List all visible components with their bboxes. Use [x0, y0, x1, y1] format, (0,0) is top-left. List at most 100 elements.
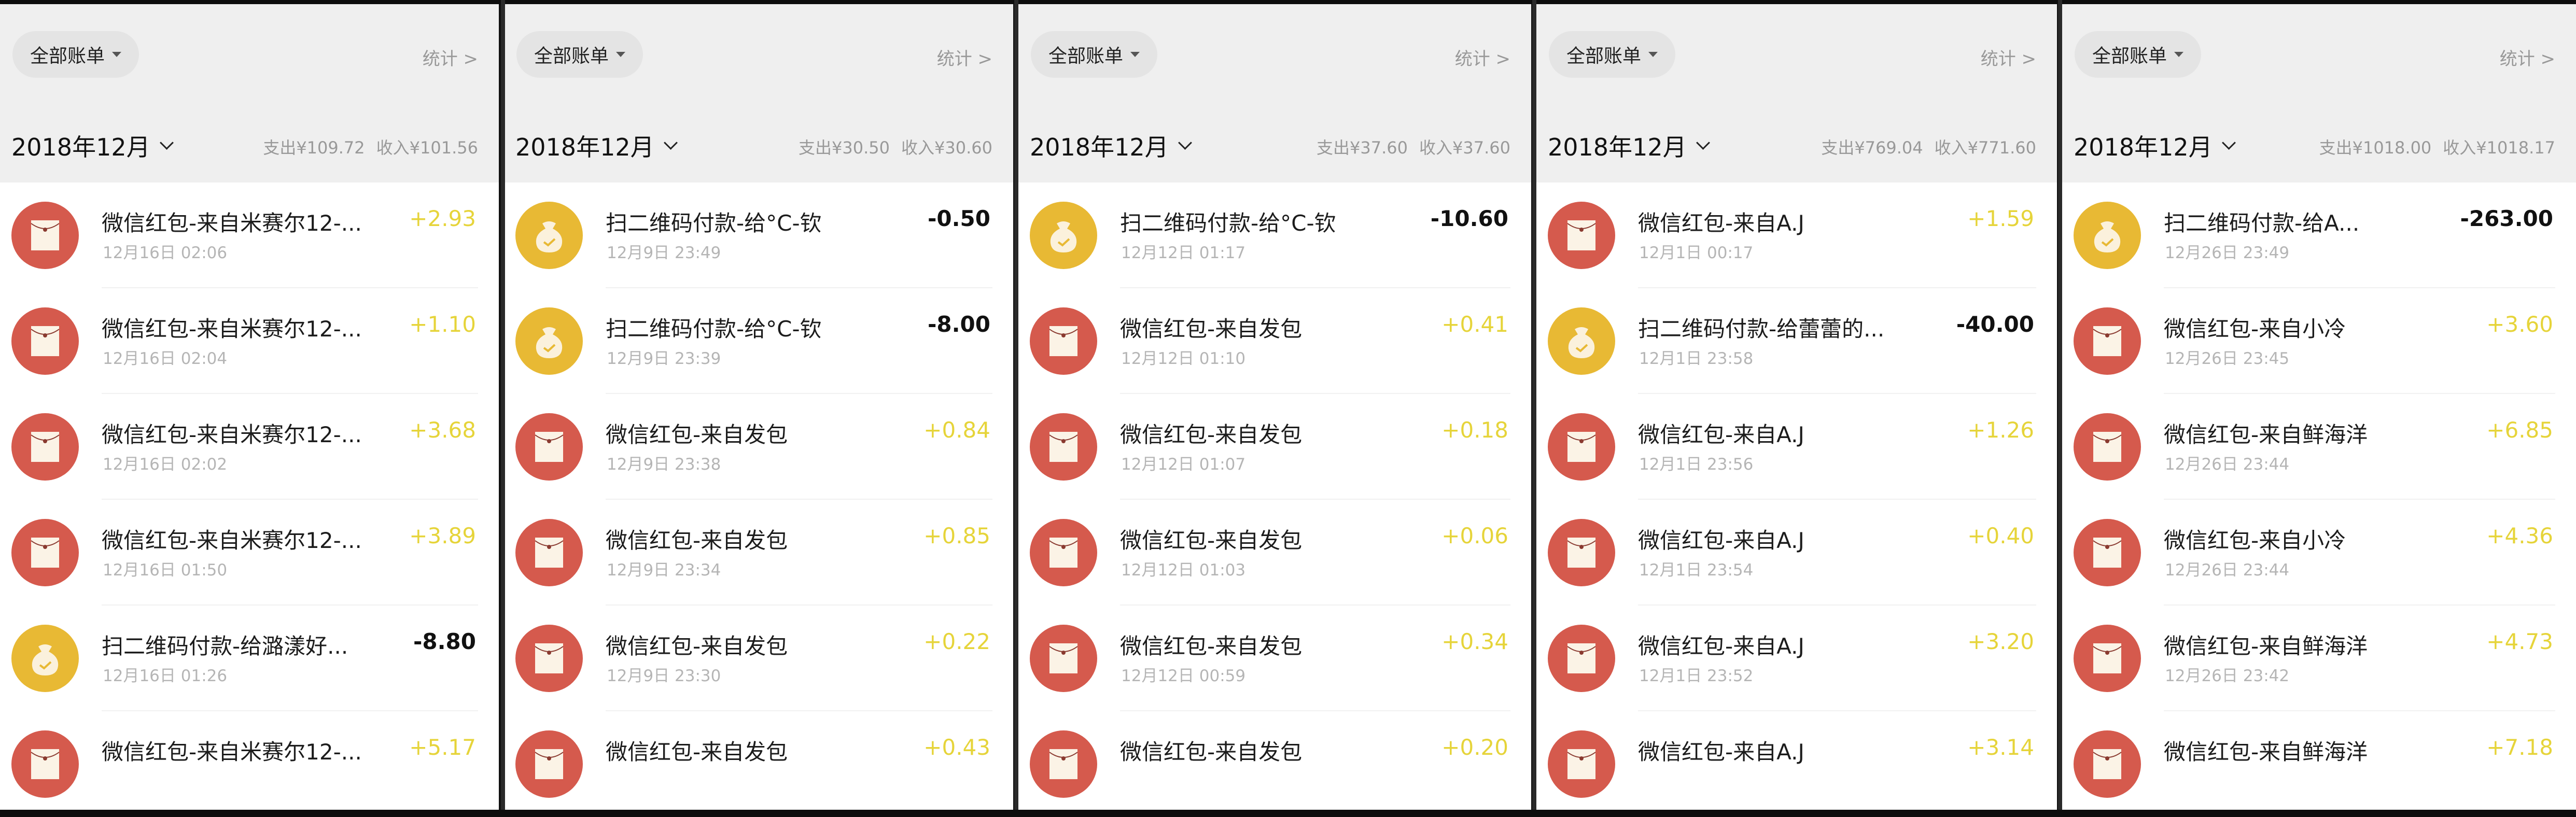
month-summary: 支出¥769.04 收入¥771.60	[1821, 135, 2036, 159]
month-summary: 支出¥37.60 收入¥37.60	[1317, 135, 1510, 159]
transaction-row[interactable]: 微信红包-来自A.J +3.14	[1536, 711, 2057, 817]
transaction-row[interactable]: 微信红包-来自米赛尔12-... 12月16日 01:50 +3.89	[0, 500, 499, 605]
red-envelope-icon	[1548, 202, 1615, 269]
transaction-title: 微信红包-来自小冷	[2164, 316, 2346, 342]
income-total: 收入¥771.60	[1934, 138, 2036, 158]
red-envelope-icon	[515, 625, 583, 692]
month-selector[interactable]: 2018年12月	[2074, 129, 2236, 163]
transaction-title: 扫二维码付款-给°C-钦	[606, 316, 822, 342]
money-bag-icon	[1548, 307, 1615, 375]
transaction-title: 微信红包-来自A.J	[1638, 422, 1804, 447]
red-envelope-icon	[2074, 730, 2141, 798]
transaction-amount: +0.84	[923, 417, 990, 443]
screen-separator	[1014, 0, 1018, 817]
all-bills-filter-button[interactable]: 全部账单	[516, 31, 643, 78]
statistics-link[interactable]: 统计 >	[936, 49, 992, 69]
transaction-row[interactable]: 扫二维码付款-给蕾蕾的... 12月1日 23:58 -40.00	[1536, 288, 2057, 394]
transaction-row[interactable]: 微信红包-来自米赛尔12-... +5.17	[0, 711, 499, 817]
transaction-row[interactable]: 扫二维码付款-给°C-钦 12月12日 01:17 -10.60	[1018, 182, 1531, 288]
transaction-row[interactable]: 微信红包-来自发包 12月9日 23:30 +0.22	[504, 605, 1013, 711]
row-divider	[1638, 604, 2036, 605]
statistics-link[interactable]: 统计 >	[1454, 49, 1510, 69]
expense-total: 支出¥109.72	[263, 138, 365, 158]
row-divider	[102, 499, 478, 500]
transaction-amount: +3.20	[1967, 629, 2034, 654]
month-selector[interactable]: 2018年12月	[1030, 129, 1192, 163]
chevron-down-icon	[1178, 135, 1192, 150]
transaction-amount: -8.80	[413, 629, 476, 654]
transaction-title: 微信红包-来自发包	[1120, 422, 1303, 447]
transaction-row[interactable]: 扫二维码付款-给°C-钦 12月9日 23:39 -8.00	[504, 288, 1013, 394]
all-bills-filter-button[interactable]: 全部账单	[2075, 31, 2202, 78]
transaction-title: 扫二维码付款-给A...	[2164, 210, 2360, 236]
transaction-date: 12月1日 23:54	[1639, 561, 1754, 580]
transaction-title: 微信红包-来自米赛尔12-...	[102, 210, 362, 236]
transaction-row[interactable]: 微信红包-来自发包 12月12日 01:07 +0.18	[1018, 394, 1531, 500]
transaction-row[interactable]: 微信红包-来自小冷 12月26日 23:44 +4.36	[2062, 500, 2576, 605]
red-envelope-icon	[1548, 413, 1615, 481]
month-selector[interactable]: 2018年12月	[1548, 129, 1710, 163]
transaction-row[interactable]: 微信红包-来自发包 12月12日 01:10 +0.41	[1018, 288, 1531, 394]
red-envelope-icon	[2074, 413, 2141, 481]
transaction-row[interactable]: 微信红包-来自鲜海洋 12月26日 23:42 +4.73	[2062, 605, 2576, 711]
transaction-row[interactable]: 微信红包-来自发包 +0.20	[1018, 711, 1531, 817]
bill-header: 全部账单 统计 > 2018年12月 支出¥30.50 收入¥30.60	[504, 4, 1013, 182]
month-label: 2018年12月	[1548, 133, 1687, 161]
statistics-link[interactable]: 统计 >	[422, 49, 478, 69]
transaction-title: 微信红包-来自鲜海洋	[2164, 739, 2368, 765]
all-bills-filter-button[interactable]: 全部账单	[1549, 31, 1676, 78]
month-selector[interactable]: 2018年12月	[11, 129, 174, 163]
transaction-date: 12月9日 23:34	[607, 561, 721, 580]
month-summary: 支出¥30.50 收入¥30.60	[799, 135, 992, 159]
transaction-amount: +4.73	[2486, 629, 2553, 654]
transaction-title: 微信红包-来自发包	[606, 528, 788, 553]
top-border	[0, 0, 2576, 4]
transaction-amount: -0.50	[927, 206, 990, 231]
red-envelope-icon	[11, 202, 79, 269]
statistics-link[interactable]: 统计 >	[1980, 49, 2036, 69]
transaction-date: 12月9日 23:49	[607, 244, 721, 262]
transaction-row[interactable]: 微信红包-来自米赛尔12-... 12月16日 02:02 +3.68	[0, 394, 499, 500]
transaction-amount: +0.34	[1441, 629, 1508, 654]
red-envelope-icon	[11, 519, 79, 586]
red-envelope-icon	[1030, 625, 1097, 692]
transaction-row[interactable]: 微信红包-来自米赛尔12-... 12月16日 02:06 +2.93	[0, 182, 499, 288]
month-selector[interactable]: 2018年12月	[515, 129, 678, 163]
transaction-date: 12月16日 01:50	[103, 561, 228, 580]
transaction-title: 扫二维码付款-给潞漾好...	[102, 633, 348, 659]
transaction-row[interactable]: 微信红包-来自A.J 12月1日 23:52 +3.20	[1536, 605, 2057, 711]
transaction-row[interactable]: 微信红包-来自米赛尔12-... 12月16日 02:04 +1.10	[0, 288, 499, 394]
transaction-row[interactable]: 扫二维码付款-给潞漾好... 12月16日 01:26 -8.80	[0, 605, 499, 711]
transaction-date: 12月1日 00:17	[1639, 244, 1754, 262]
transaction-row[interactable]: 微信红包-来自发包 12月9日 23:38 +0.84	[504, 394, 1013, 500]
row-divider	[606, 287, 992, 288]
transaction-row[interactable]: 微信红包-来自A.J 12月1日 23:54 +0.40	[1536, 500, 2057, 605]
transaction-row[interactable]: 微信红包-来自A.J 12月1日 23:56 +1.26	[1536, 394, 2057, 500]
transaction-row[interactable]: 微信红包-来自A.J 12月1日 00:17 +1.59	[1536, 182, 2057, 288]
statistics-link[interactable]: 统计 >	[2499, 49, 2555, 69]
transaction-amount: -8.00	[927, 312, 990, 337]
transaction-row[interactable]: 微信红包-来自小冷 12月26日 23:45 +3.60	[2062, 288, 2576, 394]
all-bills-filter-button[interactable]: 全部账单	[12, 31, 139, 78]
transaction-title: 微信红包-来自小冷	[2164, 528, 2346, 553]
transaction-row[interactable]: 微信红包-来自发包 12月9日 23:34 +0.85	[504, 500, 1013, 605]
filter-label: 全部账单	[30, 46, 105, 67]
transaction-amount: +3.89	[409, 523, 476, 548]
transaction-row[interactable]: 扫二维码付款-给°C-钦 12月9日 23:49 -0.50	[504, 182, 1013, 288]
transaction-list: 扫二维码付款-给A... 12月26日 23:49 -263.00 微信红包-来…	[2062, 182, 2576, 817]
transaction-amount: -10.60	[1430, 206, 1508, 231]
transaction-title: 微信红包-来自米赛尔12-...	[102, 422, 362, 447]
chevron-down-icon	[1696, 135, 1710, 150]
red-envelope-icon	[515, 730, 583, 798]
transaction-row[interactable]: 微信红包-来自鲜海洋 12月26日 23:44 +6.85	[2062, 394, 2576, 500]
all-bills-filter-button[interactable]: 全部账单	[1031, 31, 1158, 78]
row-divider	[1638, 287, 2036, 288]
transaction-date: 12月1日 23:52	[1639, 667, 1754, 685]
transaction-row[interactable]: 微信红包-来自鲜海洋 +7.18	[2062, 711, 2576, 817]
transaction-row[interactable]: 微信红包-来自发包 +0.43	[504, 711, 1013, 817]
money-bag-icon	[11, 625, 79, 692]
month-label: 2018年12月	[1030, 133, 1169, 161]
transaction-row[interactable]: 扫二维码付款-给A... 12月26日 23:49 -263.00	[2062, 182, 2576, 288]
transaction-row[interactable]: 微信红包-来自发包 12月12日 00:59 +0.34	[1018, 605, 1531, 711]
transaction-row[interactable]: 微信红包-来自发包 12月12日 01:03 +0.06	[1018, 500, 1531, 605]
